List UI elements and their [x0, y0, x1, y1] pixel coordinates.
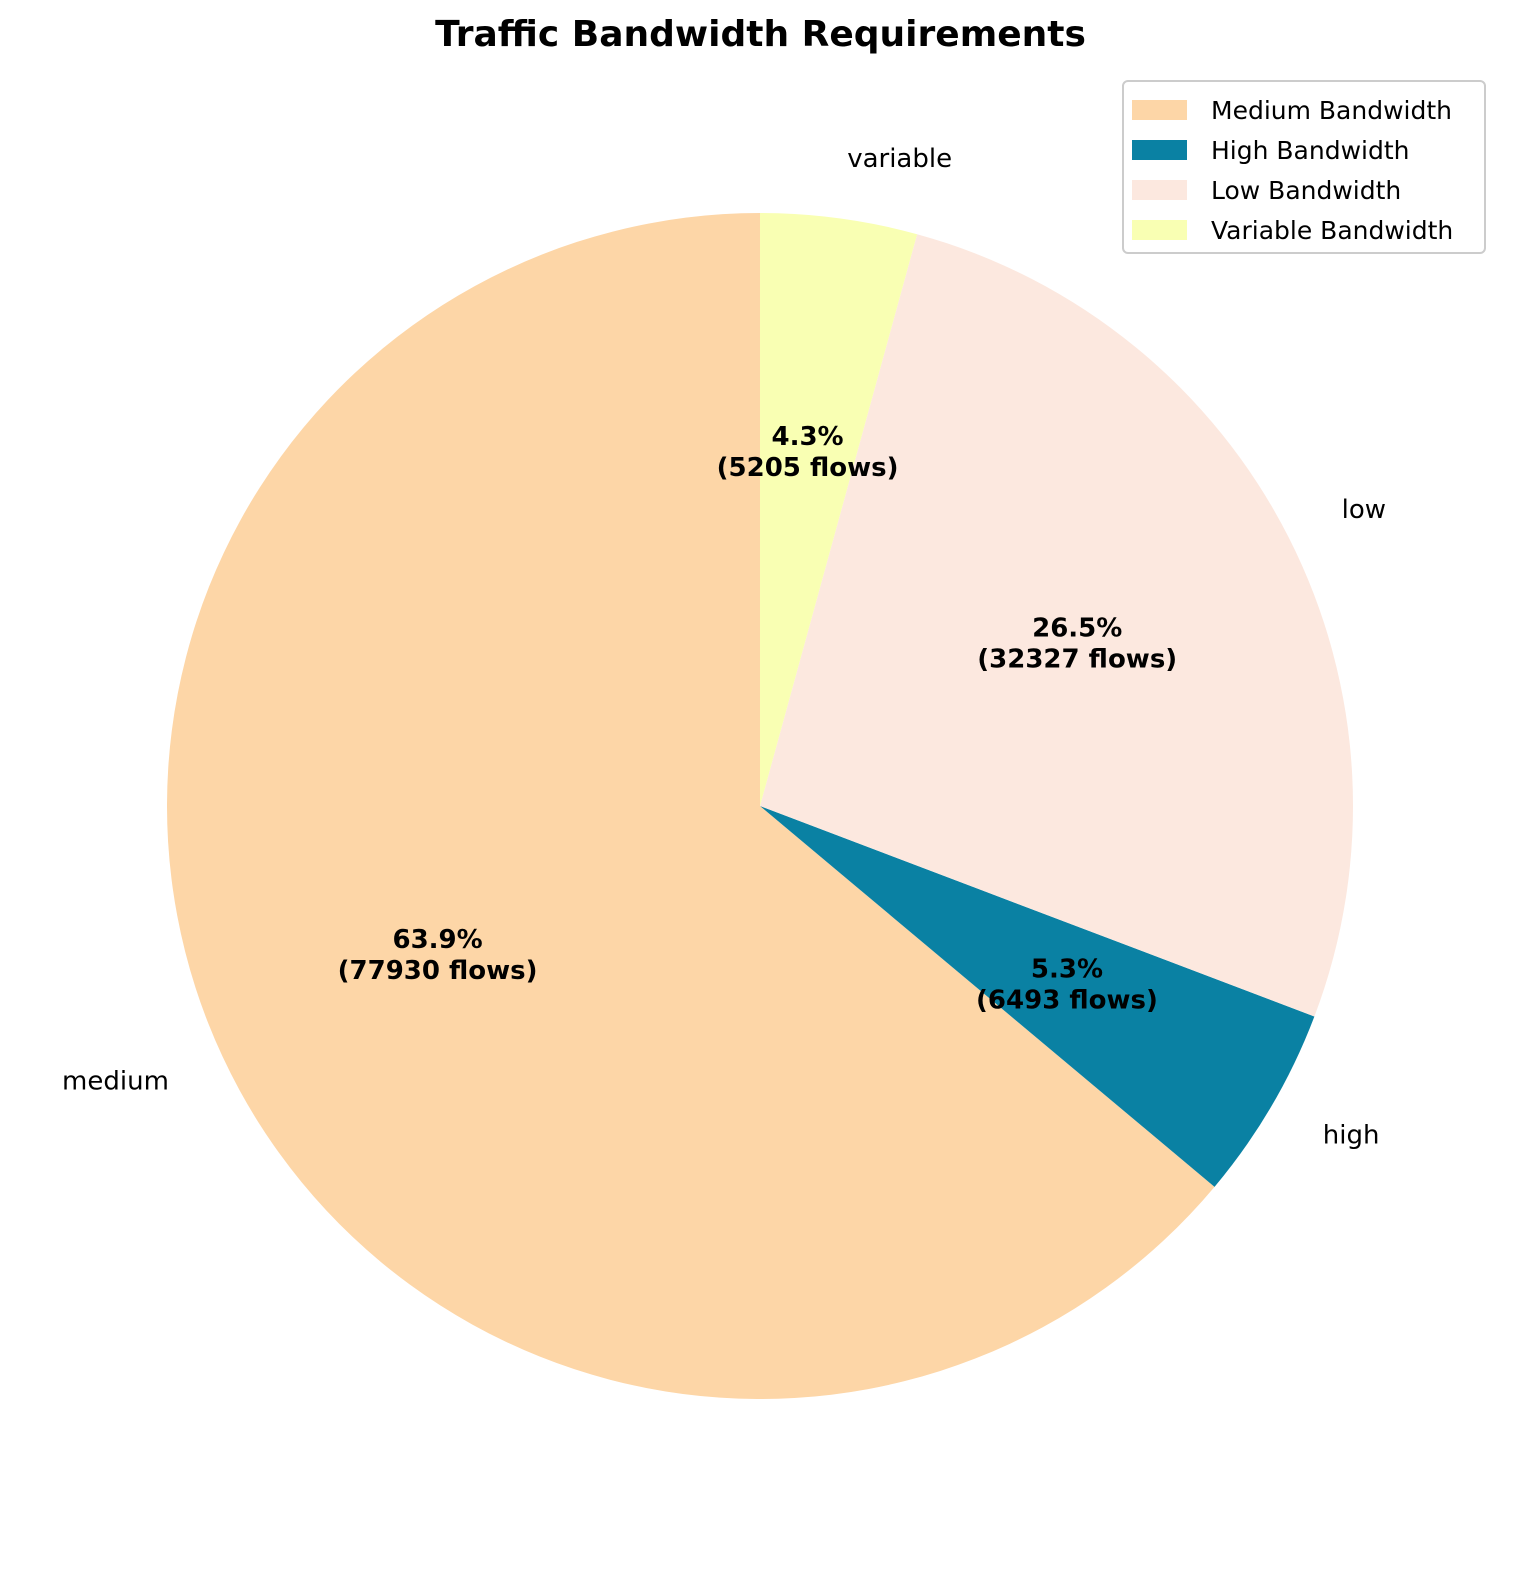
legend-swatch-low: [1132, 180, 1187, 200]
slice-label-variable: variable: [847, 144, 952, 174]
pie-slice-variable: [760, 213, 918, 806]
slice-percent-low: 26.5%: [1032, 613, 1122, 643]
legend-label-high: High Bandwidth: [1211, 135, 1410, 165]
slice-label-high: high: [1323, 1120, 1380, 1150]
chart-title: Traffic Bandwidth Requirements: [435, 14, 1086, 55]
legend-entry-high: High Bandwidth: [1132, 130, 1484, 170]
slice-percent-high: 5.3%: [1031, 954, 1103, 984]
pie-slice-medium: [166, 213, 1215, 1399]
legend-label-variable: Variable Bandwidth: [1211, 215, 1454, 245]
legend-entry-low: Low Bandwidth: [1132, 170, 1484, 210]
slice-count-variable: (5205 flows): [717, 453, 899, 483]
legend: Medium Bandwidth High Bandwidth Low Bandwi…: [1122, 80, 1486, 254]
slice-count-medium: (77930 flows): [338, 956, 538, 986]
slice-percent-variable: 4.3%: [772, 422, 844, 452]
pie-slice-low: [760, 234, 1353, 1017]
slice-percent-medium: 63.9%: [392, 925, 482, 955]
legend-label-medium: Medium Bandwidth: [1211, 95, 1453, 125]
legend-entry-variable: Variable Bandwidth: [1132, 210, 1484, 250]
legend-label-low: Low Bandwidth: [1211, 175, 1402, 205]
legend-entry-medium: Medium Bandwidth: [1132, 90, 1484, 130]
slice-label-low: low: [1342, 495, 1386, 525]
legend-swatch-medium: [1132, 100, 1187, 120]
slice-count-low: (32327 flows): [977, 644, 1177, 674]
legend-swatch-variable: [1132, 220, 1187, 240]
legend-swatch-high: [1132, 140, 1187, 160]
slice-count-high: (6493 flows): [976, 985, 1158, 1015]
slice-label-medium: medium: [62, 1066, 169, 1096]
pie-labels: medium 63.9%(77930 flows) high 5.3%(6493 fl…: [62, 144, 1386, 1150]
pie-slices: [166, 213, 1353, 1399]
pie-slice-high: [760, 806, 1315, 1187]
